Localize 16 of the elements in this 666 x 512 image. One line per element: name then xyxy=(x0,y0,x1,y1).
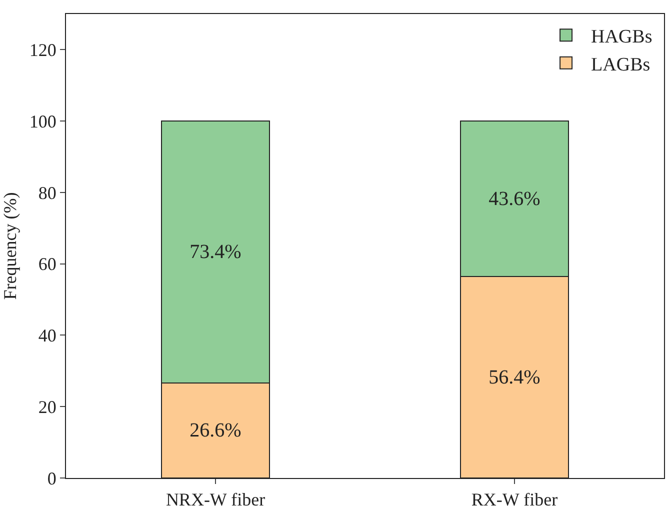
y-tick-label: 120 xyxy=(29,40,56,60)
y-tick-label: 40 xyxy=(38,326,56,346)
y-tick-label: 60 xyxy=(38,254,56,274)
y-axis-title: Frequency (%) xyxy=(0,192,20,300)
y-tick-label: 80 xyxy=(38,182,56,203)
legend-label: LAGBs xyxy=(591,54,650,76)
data-label: 56.4% xyxy=(488,366,540,388)
data-label: 43.6% xyxy=(488,188,540,210)
y-tick-label: 100 xyxy=(29,111,56,132)
legend-label: HAGBs xyxy=(591,26,652,48)
data-label: 26.6% xyxy=(190,420,242,442)
data-label: 73.4% xyxy=(190,241,242,264)
y-tick-label: 20 xyxy=(38,396,56,417)
y-tick-label: 0 xyxy=(47,468,56,488)
x-tick-label: NRX-W fiber xyxy=(166,490,266,510)
x-tick-label: RX-W fiber xyxy=(471,490,558,510)
